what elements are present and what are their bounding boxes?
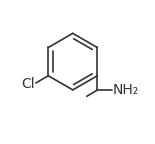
- Text: Cl: Cl: [22, 76, 35, 91]
- Text: NH₂: NH₂: [112, 83, 138, 97]
